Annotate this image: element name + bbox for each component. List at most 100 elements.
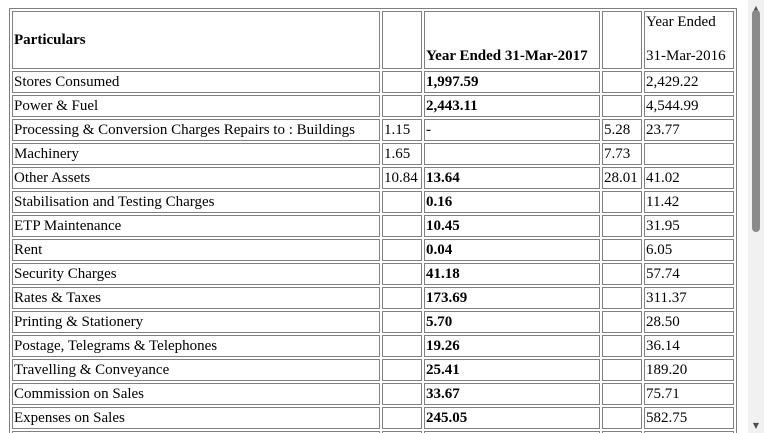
- row-label: Stabilisation and Testing Charges: [12, 191, 380, 213]
- row-label: Stores Consumed: [12, 71, 380, 93]
- row-sub-2016: [602, 335, 642, 357]
- table-row: Power & Fuel 2,443.11 4,544.99: [12, 95, 734, 117]
- table-row: Expenses on Sales 245.05 582.75: [12, 407, 734, 429]
- header-year-2017: Year Ended 31-Mar-2017: [424, 11, 600, 69]
- row-value-2016: 311.37: [644, 287, 734, 309]
- row-value-2016: 57.74: [644, 263, 734, 285]
- row-value-2017: 0.16: [424, 191, 600, 213]
- row-sub-2016: [602, 71, 642, 93]
- triangle-down-icon[interactable]: ▼: [752, 420, 760, 430]
- row-sub-2017: 1.65: [382, 143, 422, 165]
- row-sub-2017: [382, 191, 422, 213]
- table-row: Travelling & Conveyance 25.41 189.20: [12, 359, 734, 381]
- row-sub-2017: [382, 431, 422, 433]
- row-value-2016: [644, 431, 734, 433]
- row-value-2017: 5.70: [424, 311, 600, 333]
- row-value-2017: 10.45: [424, 215, 600, 237]
- row-value-2016: 75.71: [644, 383, 734, 405]
- scrollbar-thumb[interactable]: [752, 10, 760, 232]
- financial-table: Particulars Year Ended 31-Mar-2017 Year …: [9, 8, 737, 433]
- table-row: Rent 0.04 6.05: [12, 239, 734, 261]
- row-label: Rates & Taxes: [12, 287, 380, 309]
- row-label: Postage, Telegrams & Telephones: [12, 335, 380, 357]
- row-label: Travelling & Conveyance: [12, 359, 380, 381]
- row-sub-2016: [602, 191, 642, 213]
- table-row: Rates & Taxes 173.69 311.37: [12, 287, 734, 309]
- row-label: Processing & Conversion Charges Repairs …: [12, 119, 380, 141]
- row-sub-2017: [382, 215, 422, 237]
- row-sub-2017: [382, 311, 422, 333]
- header-year-2016: Year Ended 31-Mar-2016: [644, 11, 734, 69]
- row-sub-2017: [382, 95, 422, 117]
- vertical-scrollbar[interactable]: ▲ ▼: [748, 0, 764, 433]
- document-viewport: Particulars Year Ended 31-Mar-2017 Year …: [9, 8, 737, 433]
- row-sub-2016: [602, 383, 642, 405]
- row-sub-2016: [602, 239, 642, 261]
- row-sub-2017: [382, 407, 422, 429]
- row-label: Security Charges: [12, 263, 380, 285]
- row-value-2017: 173.69: [424, 287, 600, 309]
- row-sub-2016: [602, 95, 642, 117]
- row-value-2016: 41.02: [644, 167, 734, 189]
- row-value-2016: 23.77: [644, 119, 734, 141]
- row-value-2016: 4,544.99: [644, 95, 734, 117]
- row-label: Rent: [12, 239, 380, 261]
- row-value-2017: 19.26: [424, 335, 600, 357]
- row-label: Other Assets: [12, 167, 380, 189]
- row-value-2017: -: [424, 119, 600, 141]
- row-sub-2017: [382, 239, 422, 261]
- header-particulars: Particulars: [12, 11, 380, 69]
- row-value-2017: 33.67: [424, 383, 600, 405]
- row-value-2017: 25.41: [424, 359, 600, 381]
- table-row: Postage, Telegrams & Telephones 19.26 36.1…: [12, 335, 734, 357]
- triangle-up-icon[interactable]: ▲: [752, 3, 760, 13]
- row-value-2017: 13.64: [424, 167, 600, 189]
- table-row: Commission on Sales 33.67 75.71: [12, 383, 734, 405]
- row-sub-2017: 1.15: [382, 119, 422, 141]
- row-sub-2016: [602, 359, 642, 381]
- row-sub-2016: 5.28: [602, 119, 642, 141]
- row-label: Commission on Sales: [12, 383, 380, 405]
- row-value-2016: 2,429.22: [644, 71, 734, 93]
- row-label: [12, 431, 380, 433]
- table-header-row: Particulars Year Ended 31-Mar-2017 Year …: [12, 11, 734, 69]
- row-sub-2016: 28.01: [602, 167, 642, 189]
- header-blank-b: [602, 11, 642, 69]
- row-value-2017: 245.05: [424, 407, 600, 429]
- row-sub-2016: [602, 431, 642, 433]
- row-sub-2016: [602, 287, 642, 309]
- row-label: Power & Fuel: [12, 95, 380, 117]
- table-row: ETP Maintenance 10.45 31.95: [12, 215, 734, 237]
- table-row: Stores Consumed 1,997.59 2,429.22: [12, 71, 734, 93]
- row-sub-2016: [602, 407, 642, 429]
- row-value-2017: 1,997.59: [424, 71, 600, 93]
- row-value-2017: [424, 143, 600, 165]
- row-sub-2017: [382, 71, 422, 93]
- row-value-2016: 31.95: [644, 215, 734, 237]
- row-value-2016: 11.42: [644, 191, 734, 213]
- row-sub-2017: 10.84: [382, 167, 422, 189]
- header-year-2016-line1: Year Ended: [646, 14, 716, 30]
- table-row: Processing & Conversion Charges Repairs …: [12, 119, 734, 141]
- row-value-2016: 189.20: [644, 359, 734, 381]
- row-value-2016: 6.05: [644, 239, 734, 261]
- row-label: Expenses on Sales: [12, 407, 380, 429]
- row-sub-2017: [382, 263, 422, 285]
- row-label: Machinery: [12, 143, 380, 165]
- row-sub-2017: [382, 359, 422, 381]
- row-sub-2017: [382, 287, 422, 309]
- table-row: Printing & Stationery 5.70 28.50: [12, 311, 734, 333]
- row-label: Printing & Stationery: [12, 311, 380, 333]
- table-row: [12, 431, 734, 433]
- row-value-2016: 28.50: [644, 311, 734, 333]
- row-label: ETP Maintenance: [12, 215, 380, 237]
- table-row: Other Assets 10.84 13.64 28.01 41.02: [12, 167, 734, 189]
- header-year-2016-line2: 31-Mar-2016: [646, 48, 726, 64]
- row-value-2017: 41.18: [424, 263, 600, 285]
- row-sub-2016: [602, 263, 642, 285]
- row-value-2017: [424, 431, 600, 433]
- row-value-2016: 582.75: [644, 407, 734, 429]
- row-sub-2017: [382, 383, 422, 405]
- row-value-2016: [644, 143, 734, 165]
- row-sub-2017: [382, 335, 422, 357]
